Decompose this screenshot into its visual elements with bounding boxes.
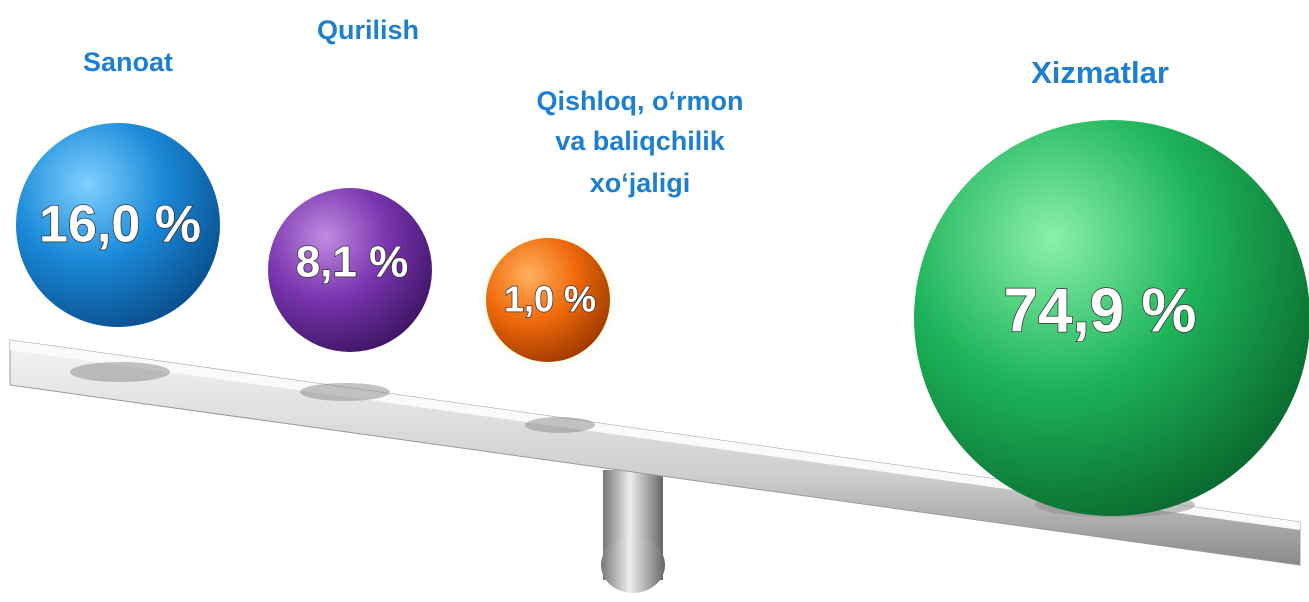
category-label: Qurilish — [317, 15, 419, 45]
category-label: Qishloq, o‘rmon — [537, 86, 744, 116]
value-label: 8,1 % — [296, 238, 409, 287]
value-label: 16,0 % — [39, 196, 201, 254]
value-label: 74,9 % — [1003, 276, 1196, 345]
category-label: Sanoat — [83, 47, 173, 77]
infographic: 16,0 % 8,1 % 1,0 % 74,9 % Sanoat Qurilis… — [0, 0, 1309, 602]
category-label: xo‘jaligi — [590, 168, 691, 198]
category-label: va baliqchilik — [555, 126, 726, 156]
value-label: 1,0 % — [504, 279, 596, 320]
category-label: Xizmatlar — [1031, 55, 1169, 90]
